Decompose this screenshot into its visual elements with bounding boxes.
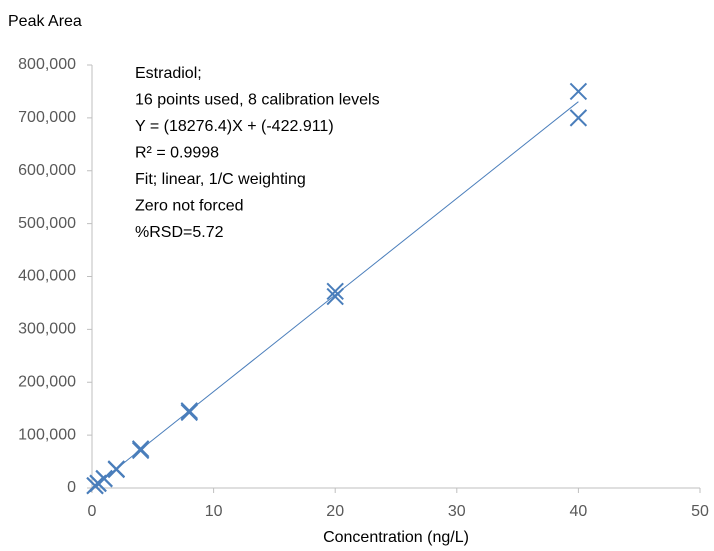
marker [107, 460, 126, 479]
annotation-line: 16 points used, 8 calibration levels [135, 92, 380, 109]
marker [131, 440, 150, 458]
annotation-line: Zero not forced [135, 198, 244, 215]
y-tick-label: 300,000 [18, 321, 76, 338]
marker [326, 287, 344, 306]
x-axis-label: Concentration (ng/L) [323, 529, 469, 546]
marker [326, 282, 344, 301]
x-tick-label: 30 [448, 503, 466, 520]
y-tick-label: 100,000 [18, 426, 76, 443]
y-tick-label: 200,000 [18, 373, 76, 390]
y-tick-label: 700,000 [18, 109, 76, 126]
y-tick-label: 400,000 [18, 268, 76, 285]
annotation-line: Estradiol; [135, 65, 202, 82]
annotation-line: Fit; linear, 1/C weighting [135, 171, 306, 188]
marker [180, 403, 198, 422]
x-tick-label: 20 [326, 503, 344, 520]
y-tick-label: 500,000 [18, 215, 76, 232]
y-tick-label: 800,000 [18, 56, 76, 73]
marker [569, 82, 588, 101]
marker [95, 470, 113, 488]
marker [569, 109, 588, 127]
fit-line [91, 101, 579, 489]
annotation-line: %RSD=5.72 [135, 224, 224, 241]
x-tick-label: 50 [691, 503, 709, 520]
x-tick-label: 10 [205, 503, 223, 520]
annotation-line: Y = (18276.4)X + (-422.911) [135, 118, 334, 135]
x-tick-label: 0 [88, 503, 97, 520]
marker [131, 441, 150, 460]
y-axis-label: Peak Area [8, 13, 82, 30]
marker [180, 402, 198, 420]
annotation-line: R² = 0.9998 [135, 145, 219, 162]
x-tick-label: 40 [570, 503, 588, 520]
y-tick-label: 600,000 [18, 162, 76, 179]
y-tick-label: 0 [67, 479, 76, 496]
